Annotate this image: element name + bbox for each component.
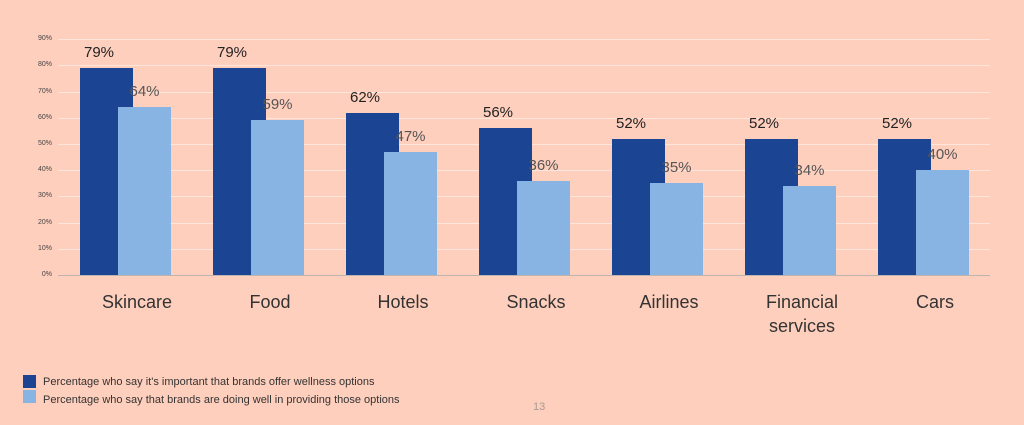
y-tick-label: 60% <box>37 113 52 121</box>
category-label: Food <box>249 292 291 312</box>
gridline <box>58 117 990 119</box>
y-tick-label: 50% <box>37 140 52 147</box>
gridline <box>58 39 990 41</box>
bar-doing-well <box>118 107 171 275</box>
value-label-important: 52% <box>615 114 647 132</box>
category-label: Financial services <box>765 292 839 336</box>
value-label-important: 79% <box>83 44 115 62</box>
y-tick-label: 70% <box>37 87 52 95</box>
value-label-important: 52% <box>748 114 780 132</box>
legend-label: Percentage who say that brands are doing… <box>43 394 400 406</box>
value-label-doing-well: 34% <box>794 161 825 179</box>
value-label-doing-well: 64% <box>129 83 160 101</box>
y-tick-label: 20% <box>37 218 52 226</box>
y-tick-label: 40% <box>37 166 52 174</box>
y-tick-label: 30% <box>37 192 52 200</box>
legend-label: Percentage who say it's important that b… <box>43 376 375 388</box>
category-label: Skincare <box>101 292 173 312</box>
y-tick-label: 0% <box>41 271 52 278</box>
category-label: Snacks <box>506 292 566 312</box>
y-tick-label: 10% <box>37 244 52 252</box>
legend-swatch-dark <box>23 375 36 388</box>
bar-doing-well <box>916 170 969 275</box>
value-label-doing-well: 59% <box>262 96 293 114</box>
category-label: Cars <box>915 292 954 312</box>
gridline <box>58 91 990 93</box>
value-label-important: 52% <box>881 114 913 132</box>
bar-doing-well <box>783 185 836 275</box>
value-label-doing-well: 47% <box>395 127 426 145</box>
value-label-important: 62% <box>349 88 381 106</box>
y-tick-label: 90% <box>37 35 52 43</box>
page-number: 13 <box>533 401 546 413</box>
value-label-doing-well: 40% <box>927 146 958 164</box>
value-label-important: 56% <box>482 104 514 122</box>
bar-doing-well <box>251 120 304 275</box>
legend-swatch-light <box>23 390 36 403</box>
value-label-doing-well: 36% <box>528 156 559 174</box>
value-label-doing-well: 35% <box>661 159 692 177</box>
bar-doing-well <box>384 151 437 275</box>
value-label-important: 79% <box>216 44 248 62</box>
bar-doing-well <box>517 180 570 275</box>
x-axis-line <box>58 275 990 276</box>
bar-doing-well <box>650 183 703 275</box>
y-tick-label: 80% <box>37 61 52 69</box>
category-label: Airlines <box>639 292 699 312</box>
gridline <box>58 65 990 67</box>
category-label: Hotels <box>377 292 429 312</box>
